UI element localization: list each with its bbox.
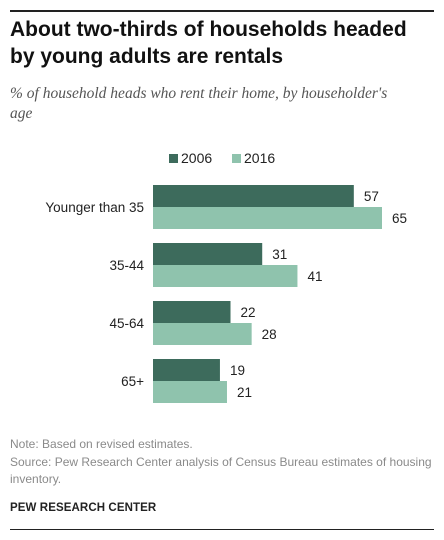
chart-title: About two-thirds of households headed by… (10, 18, 407, 68)
bar-2016-younger-than-35 (153, 207, 382, 229)
bar-2016-45-64 (153, 323, 252, 345)
data-label-2016-45-64: 28 (262, 327, 277, 342)
data-label-2006-45-64: 22 (241, 305, 256, 320)
bottom-rule (10, 529, 434, 530)
bar-2016-35-44 (153, 265, 298, 287)
data-label-2006-65: 19 (230, 363, 245, 378)
data-label-2006-35-44: 31 (272, 247, 287, 262)
data-label-2006-younger-than-35: 57 (364, 189, 379, 204)
footnote-note: Note: Based on revised estimates. (10, 437, 193, 451)
top-rule (10, 10, 434, 12)
brand-name: PEW RESEARCH CENTER (10, 502, 157, 514)
bar-2016-65 (153, 381, 227, 403)
bar-2006-younger-than-35 (153, 185, 354, 207)
bar-2006-65 (153, 359, 220, 381)
data-label-2016-younger-than-35: 65 (392, 211, 407, 226)
bar-chart: 2006 2016 Younger than 35 57 65 35-44 31 41 45… (45, 150, 407, 403)
legend-label-2016: 2016 (244, 150, 275, 166)
data-label-2016-65: 21 (237, 385, 252, 400)
category-label-65: 65+ (121, 374, 144, 389)
bar-2006-45-64 (153, 301, 231, 323)
category-label-35-44: 35-44 (109, 258, 144, 273)
category-label-45-64: 45-64 (109, 316, 144, 331)
footnote-source: Source: Pew Research Center analysis of … (10, 455, 432, 486)
bar-2006-35-44 (153, 243, 263, 265)
category-label-younger-than-35: Younger than 35 (45, 200, 144, 215)
data-label-2016-35-44: 41 (307, 269, 322, 284)
legend-swatch-2006 (169, 154, 178, 163)
chart-legend: 2006 2016 (169, 150, 275, 166)
bars-layer: Younger than 35 57 65 35-44 31 41 45-64 22 28 65+… (45, 185, 407, 403)
legend-swatch-2016 (232, 154, 241, 163)
chart-subtitle: % of household heads who rent their home… (10, 85, 388, 122)
legend-label-2006: 2006 (181, 150, 212, 166)
